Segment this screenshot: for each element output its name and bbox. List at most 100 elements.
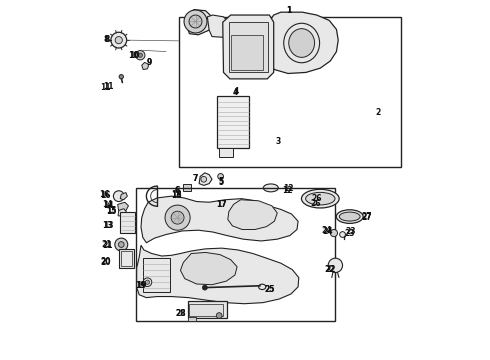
Circle shape (201, 176, 207, 182)
Circle shape (165, 205, 190, 230)
Circle shape (184, 10, 207, 33)
Ellipse shape (339, 212, 360, 221)
Bar (231, 36, 263, 69)
Polygon shape (137, 245, 299, 304)
Text: 20: 20 (100, 257, 110, 266)
Text: 23: 23 (345, 228, 356, 237)
Text: 28: 28 (176, 309, 187, 318)
Bar (119, 249, 134, 268)
Text: 13: 13 (102, 221, 112, 230)
Bar (188, 301, 227, 318)
Bar (136, 188, 335, 320)
Bar (143, 258, 170, 292)
Text: 25: 25 (264, 285, 274, 294)
Text: 17: 17 (217, 200, 227, 209)
Text: 5: 5 (218, 177, 223, 186)
Bar (229, 22, 269, 72)
Text: 17: 17 (217, 200, 227, 209)
Ellipse shape (263, 184, 278, 192)
Text: 5: 5 (219, 177, 224, 186)
Text: 8: 8 (104, 35, 110, 44)
Text: 7: 7 (192, 174, 197, 183)
Text: 1: 1 (287, 6, 292, 15)
Text: 15: 15 (106, 206, 117, 215)
Text: 7: 7 (192, 174, 197, 183)
Text: 13: 13 (103, 221, 113, 230)
Circle shape (171, 211, 184, 224)
Bar (120, 212, 135, 233)
Bar (188, 317, 196, 320)
Bar (121, 251, 132, 266)
Text: 21: 21 (103, 241, 113, 250)
Text: 25: 25 (264, 285, 274, 294)
Polygon shape (180, 252, 237, 285)
Text: 27: 27 (362, 212, 372, 221)
Circle shape (113, 191, 124, 202)
Text: 26: 26 (311, 199, 321, 208)
Text: 10: 10 (129, 51, 140, 60)
Text: 6: 6 (175, 185, 180, 194)
Text: 8: 8 (103, 35, 109, 44)
Text: 19: 19 (135, 281, 146, 290)
Circle shape (115, 37, 122, 44)
Polygon shape (228, 200, 277, 229)
Text: 18: 18 (171, 190, 181, 199)
Text: 16: 16 (99, 190, 110, 199)
Text: 10: 10 (128, 51, 138, 60)
Ellipse shape (301, 189, 339, 208)
Text: 18: 18 (171, 190, 181, 199)
Text: 9: 9 (147, 58, 151, 67)
Ellipse shape (306, 192, 335, 205)
Text: 23: 23 (344, 229, 355, 238)
Polygon shape (199, 173, 212, 185)
Ellipse shape (289, 29, 315, 57)
Polygon shape (186, 10, 212, 35)
Circle shape (218, 174, 223, 179)
Circle shape (138, 53, 143, 57)
Bar (217, 96, 249, 148)
Circle shape (330, 229, 338, 237)
Polygon shape (265, 12, 338, 73)
Circle shape (143, 278, 152, 287)
Polygon shape (120, 193, 127, 200)
Circle shape (111, 32, 126, 48)
Text: 3: 3 (275, 137, 281, 146)
Text: 26: 26 (312, 194, 322, 203)
Bar (179, 17, 401, 167)
Bar (183, 184, 191, 191)
Text: 14: 14 (103, 201, 113, 210)
Circle shape (216, 313, 222, 319)
Circle shape (136, 50, 145, 60)
Text: 12: 12 (282, 186, 293, 195)
Polygon shape (207, 15, 229, 37)
Text: 24: 24 (321, 226, 332, 235)
Text: 4: 4 (233, 87, 238, 96)
Text: 28: 28 (176, 309, 187, 318)
Polygon shape (142, 62, 149, 69)
Polygon shape (118, 209, 126, 216)
Text: 20: 20 (100, 258, 111, 267)
Text: 12: 12 (283, 184, 294, 193)
Text: 4: 4 (233, 86, 239, 95)
Text: 21: 21 (102, 240, 112, 249)
Circle shape (202, 285, 207, 290)
Text: 22: 22 (326, 265, 336, 274)
Text: 11: 11 (100, 83, 111, 92)
Text: 9: 9 (147, 58, 151, 67)
Text: 11: 11 (103, 82, 113, 91)
Text: 6: 6 (175, 185, 180, 194)
Text: 16: 16 (100, 190, 110, 199)
Circle shape (146, 280, 149, 284)
Text: 19: 19 (136, 281, 146, 290)
Bar (190, 305, 223, 316)
Text: 14: 14 (102, 200, 112, 209)
Circle shape (115, 238, 128, 251)
Circle shape (328, 258, 343, 273)
Text: 2: 2 (375, 108, 380, 117)
Polygon shape (223, 15, 274, 79)
Text: 15: 15 (106, 207, 117, 216)
Circle shape (189, 15, 202, 28)
Polygon shape (118, 202, 128, 212)
Circle shape (119, 75, 123, 79)
Text: 24: 24 (322, 227, 333, 236)
